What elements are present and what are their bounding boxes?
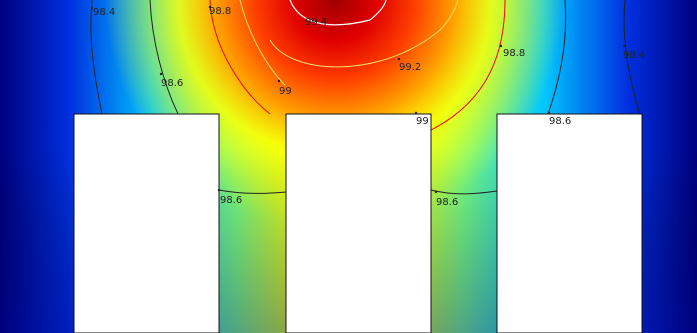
contour-line-99-left [209, 0, 271, 115]
label-marker [397, 57, 401, 61]
block-right [496, 113, 643, 333]
contour-line-99-4 [289, 0, 387, 26]
contour-label-98-6-slot-right: 98.6 [436, 197, 458, 208]
contour-label-99-2: 99.2 [399, 62, 421, 73]
contour-label-98-6-right: 98.6 [549, 116, 571, 127]
label-marker [217, 188, 221, 192]
label-marker [90, 6, 94, 10]
contour-label-98-6-slot-left: 98.6 [220, 195, 242, 206]
contour-line-right-inner [547, 0, 567, 115]
block-left [73, 113, 220, 333]
contour-label-98-4-right: 98.4 [623, 50, 645, 61]
contour-label-98-8-left: 98.8 [209, 6, 231, 17]
label-marker [499, 44, 503, 48]
contour-label-98-4-left: 98.4 [93, 7, 115, 18]
label-marker [208, 5, 212, 9]
contour-label-99-left: 99 [279, 86, 292, 97]
contour-line-left-inner [149, 0, 179, 115]
contour-line-left-outer [90, 0, 103, 115]
contour-label-98-8-right: 98.8 [503, 48, 525, 59]
label-marker [159, 72, 163, 76]
label-marker [547, 111, 551, 115]
contour-label-98-6-left: 98.6 [161, 78, 183, 89]
contour-line-slot-left [218, 189, 287, 194]
contour-line-slot-right [430, 189, 498, 195]
contour-label-99-right: 99 [416, 116, 429, 127]
contour-line-99-2-left [239, 0, 286, 86]
label-marker [414, 111, 418, 115]
contour-line-right-outer [623, 0, 641, 115]
label-marker [277, 79, 281, 83]
block-center [285, 113, 432, 333]
contour-line-99-right [430, 0, 506, 131]
contour-label-99-4: 99.4 [305, 17, 327, 28]
label-marker [622, 44, 626, 48]
contour-line-99-2 [269, 0, 459, 68]
label-marker [434, 190, 438, 194]
